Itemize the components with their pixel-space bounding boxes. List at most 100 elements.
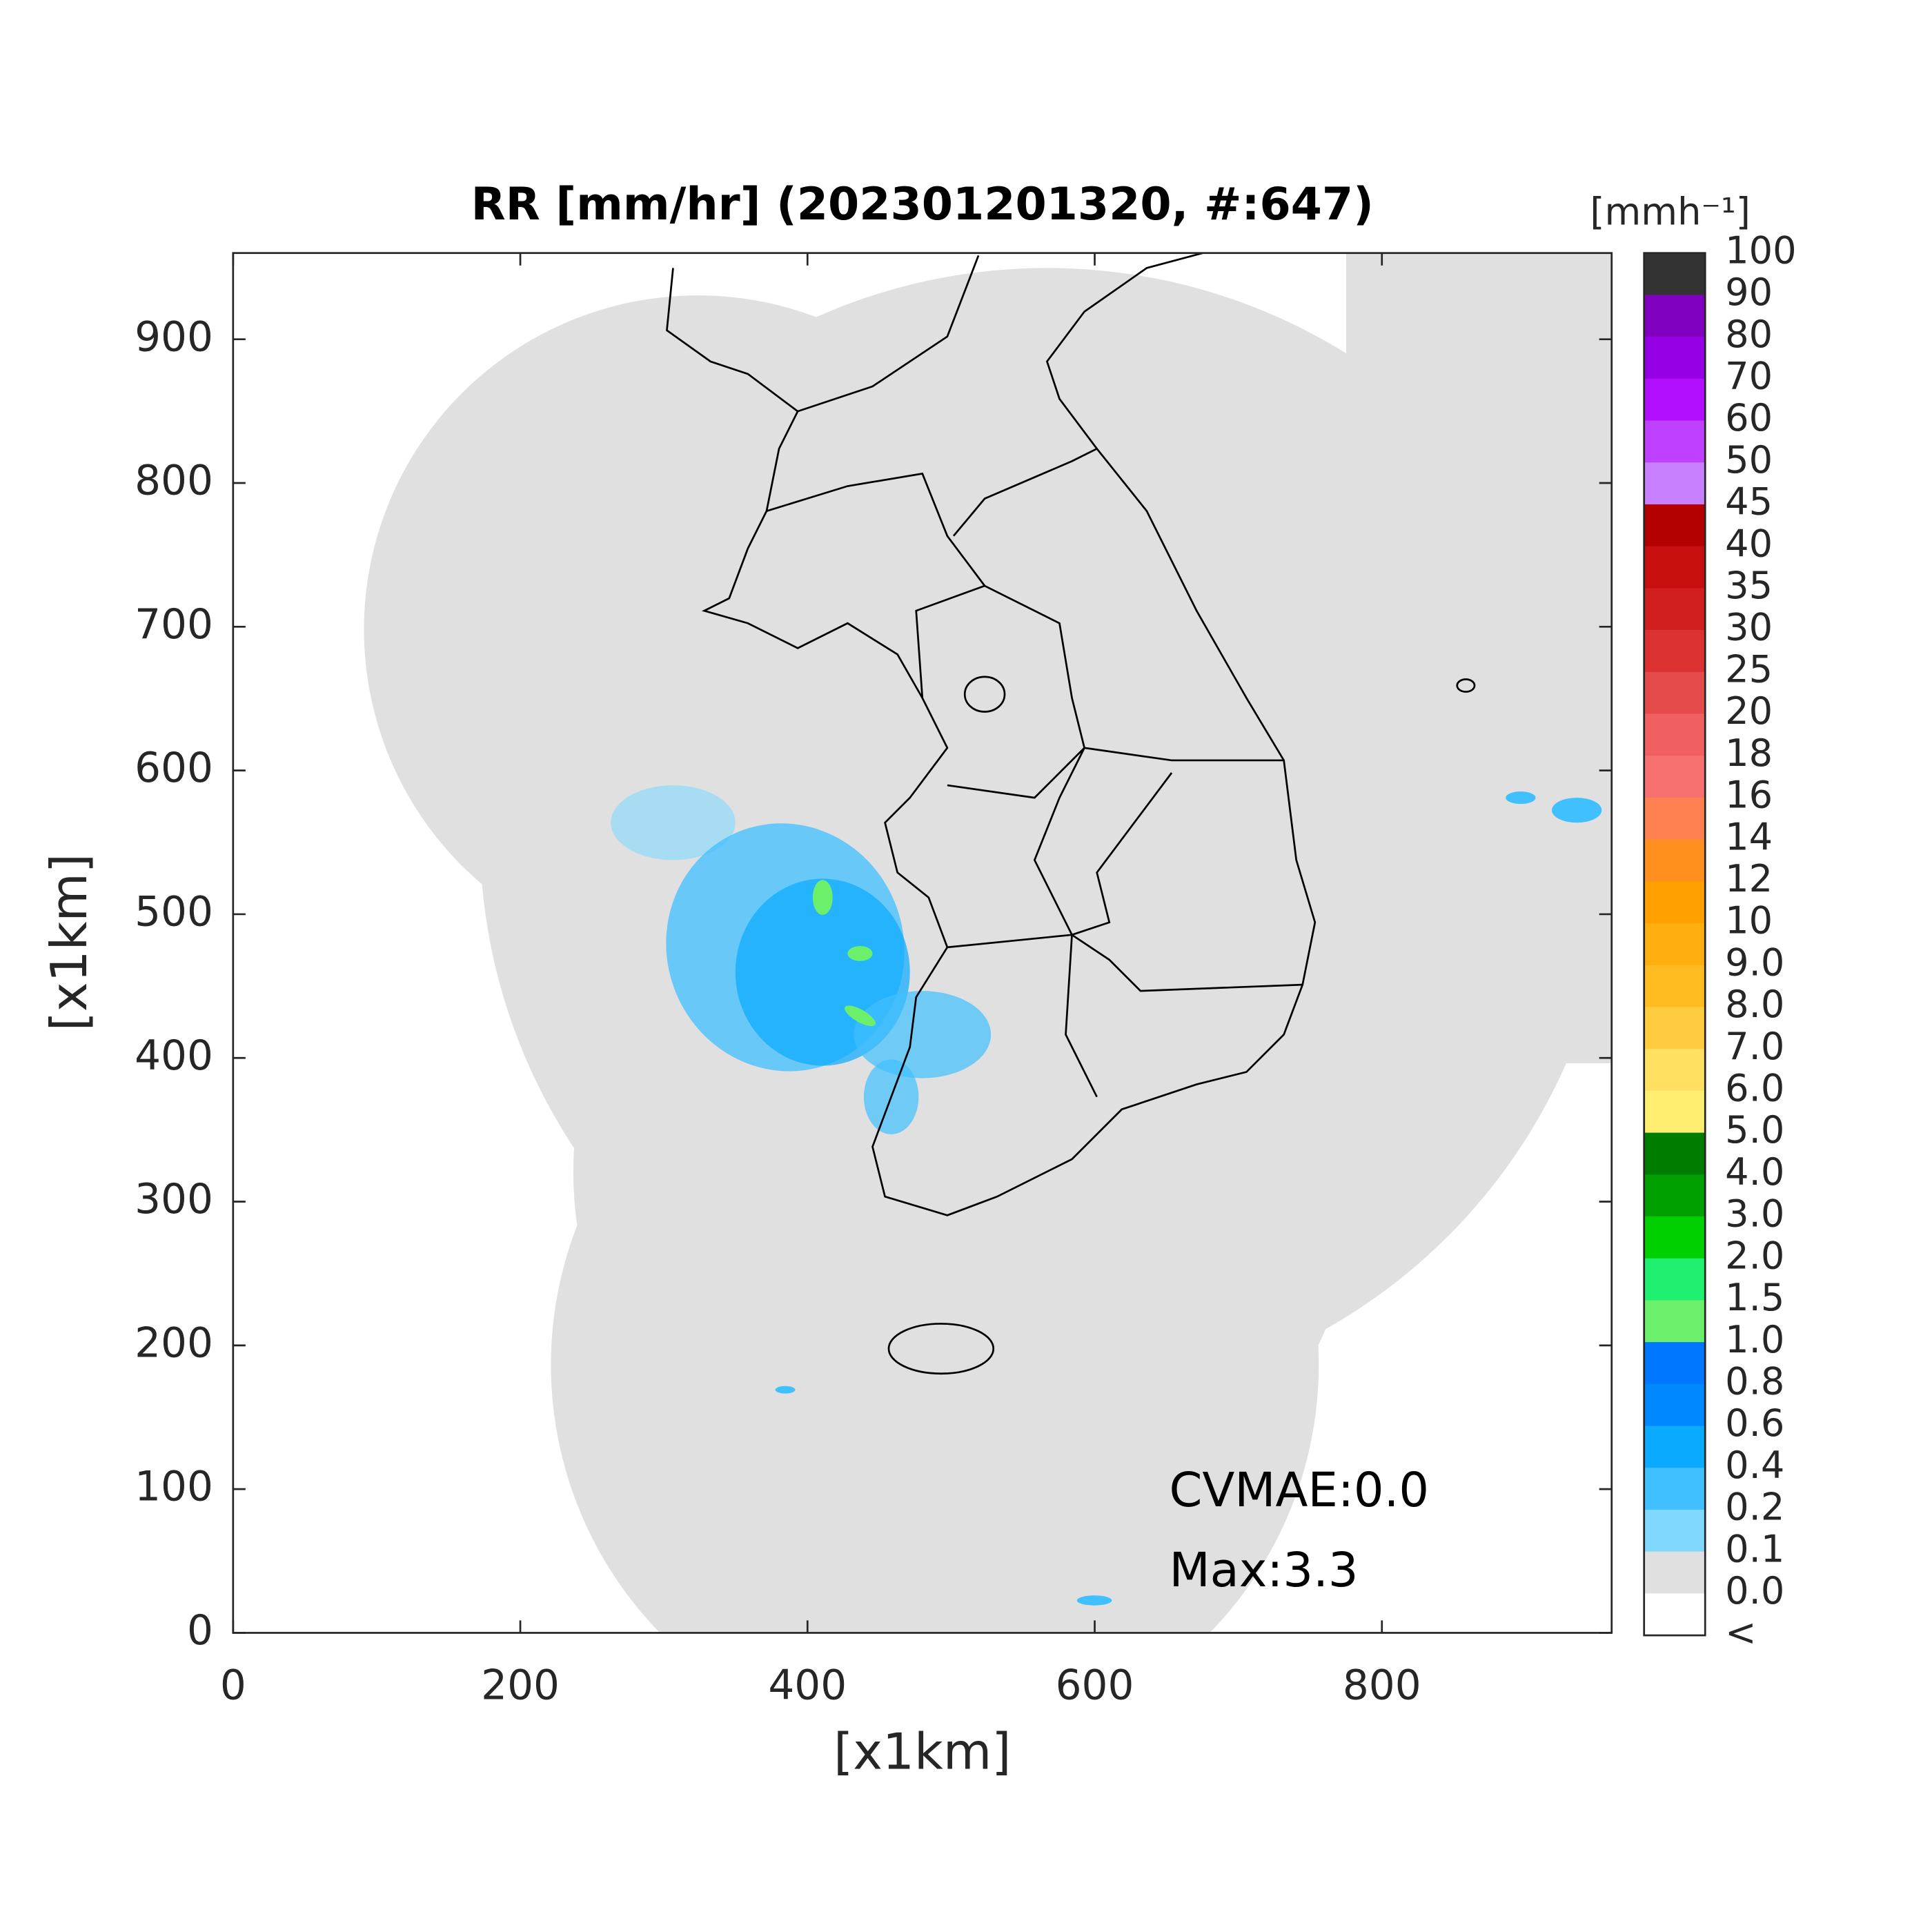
rain-area [1506,791,1536,805]
colorbar-label: 4.0 [1725,1150,1784,1194]
colorbar-segment [1644,1132,1706,1176]
y-tick-label: 800 [135,457,213,505]
colorbar-label: 9.0 [1725,940,1784,984]
colorbar-label: 40 [1725,522,1773,565]
colorbar-segment [1644,420,1706,464]
colorbar-segment [1644,1300,1706,1343]
border-line [952,448,1098,537]
border-line [947,934,1303,992]
colorbar-label: 12 [1725,857,1773,900]
y-tick-label: 300 [135,1176,213,1223]
colorbar-label: 80 [1725,313,1773,356]
jeju-island [887,1323,995,1375]
rain-area [854,991,992,1078]
colorbar-label: 70 [1725,354,1773,397]
coverage-edge [1346,253,1612,1063]
plot-frame [232,252,1613,1634]
x-tick-label: 200 [481,1662,560,1710]
y-tick-label: 700 [135,601,213,649]
annotation: CVMAE:0.0 [1169,1463,1429,1518]
colorbar-label: 3.0 [1725,1192,1784,1236]
colorbar-segment [1644,1216,1706,1259]
colorbar-label: 35 [1725,564,1773,607]
border-line [797,255,980,413]
y-tick-label: 900 [135,313,213,361]
colorbar-label: 5.0 [1725,1108,1784,1152]
peninsula-outline [666,253,1317,1216]
colorbar-segment [1644,1090,1706,1134]
colorbar-label: 100 [1725,228,1796,272]
colorbar-segment [1644,1342,1706,1385]
colorbar-segment [1644,1551,1706,1595]
colorbar-segment [1644,1007,1706,1050]
colorbar-label: 0.2 [1725,1486,1784,1529]
colorbar-label: 0.1 [1725,1527,1784,1570]
colorbar-label: 6.0 [1725,1067,1784,1110]
rain-area [1076,1595,1112,1606]
colorbar-label: 50 [1725,438,1773,482]
colorbar-segment [1644,588,1706,631]
colorbar-segment [1644,253,1706,296]
colorbar-segment [1644,295,1706,338]
x-tick-label: 0 [220,1662,246,1710]
precipitation [611,785,1602,1606]
colorbar-segment [1644,923,1706,966]
colorbar-label: 14 [1725,815,1773,858]
border-line [984,584,1284,762]
y-tick-label: 400 [135,1032,213,1080]
rain-area [775,1386,796,1394]
y-axis-label: [x1km] [41,854,99,1031]
colorbar-label: 1.5 [1725,1276,1784,1319]
colorbar-segment [1644,1383,1706,1427]
colorbar-segment [1644,546,1706,589]
rain-core [847,946,873,961]
y-tick-label: 600 [135,745,213,792]
rain-area [611,785,736,860]
colorbar-segment [1644,1174,1706,1217]
x-axis-label: [x1km] [834,1723,1011,1781]
colorbar-segment [1644,1049,1706,1092]
colorbar-segment [1644,337,1706,379]
lake-outline [963,676,1006,713]
colorbar-segment [1644,504,1706,547]
colorbar-segment [1644,713,1706,757]
colorbar-segment [1644,1258,1706,1301]
colorbar-segment [1644,1593,1706,1636]
border-line [947,747,1173,936]
colorbar-label: 1.0 [1725,1318,1784,1361]
colorbar-label: 30 [1725,606,1773,649]
colorbar-segment [1644,462,1706,505]
border-line [766,472,987,698]
coverage-circle [551,980,1319,1633]
colorbar-label: 10 [1725,899,1773,943]
map-layer [364,253,1612,1633]
colorbar-label: 18 [1725,731,1773,775]
colorbar-label: 7.0 [1725,1025,1784,1068]
colorbar-label: 16 [1725,773,1773,817]
colorbar-segment [1644,1426,1706,1469]
y-tick-label: 500 [135,889,213,936]
y-tick-label: 100 [135,1463,213,1511]
x-tick-label: 600 [1056,1662,1134,1710]
rain-core [845,1005,876,1027]
colorbar-label: 0.8 [1725,1359,1784,1403]
y-tick-label: 200 [135,1319,213,1367]
rain-area [1552,798,1602,823]
colorbar-segment [1644,378,1706,422]
colorbar-label: 60 [1725,396,1773,440]
colorbar-segment [1644,756,1706,798]
colorbar-label: < [1725,1611,1756,1655]
coastline [666,253,1476,1375]
radar-coverage [364,253,1612,1633]
colorbar-segment [1644,881,1706,924]
colorbar-segment [1644,1509,1706,1552]
rain-core [812,880,833,915]
colorbar-segment [1644,965,1706,1008]
colorbar-label: 0.4 [1725,1443,1784,1487]
x-tick-label: 800 [1343,1662,1421,1710]
colorbar-label: 90 [1725,270,1773,314]
colorbar-frame [1643,252,1706,1637]
colorbar-label: 45 [1725,480,1773,524]
colorbar-label: 0.6 [1725,1401,1784,1445]
